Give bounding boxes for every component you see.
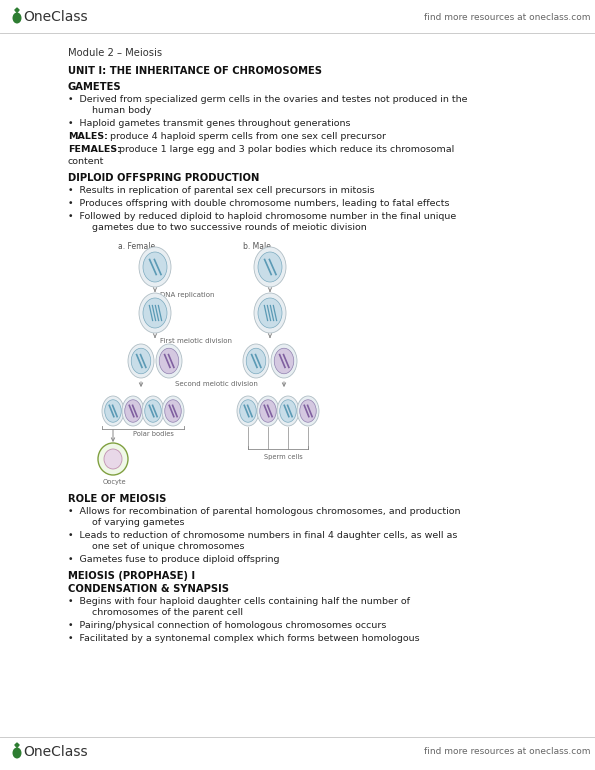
Text: •  Results in replication of parental sex cell precursors in mitosis: • Results in replication of parental sex… bbox=[68, 186, 375, 195]
Text: MEIOSIS (PROPHASE) I: MEIOSIS (PROPHASE) I bbox=[68, 571, 195, 581]
Text: UNIT I: THE INHERITANCE OF CHROMOSOMES: UNIT I: THE INHERITANCE OF CHROMOSOMES bbox=[68, 66, 322, 76]
Ellipse shape bbox=[12, 748, 21, 758]
Ellipse shape bbox=[271, 344, 297, 378]
Text: GAMETES: GAMETES bbox=[68, 82, 121, 92]
Ellipse shape bbox=[246, 348, 266, 373]
Text: content: content bbox=[68, 157, 104, 166]
Ellipse shape bbox=[143, 298, 167, 328]
Ellipse shape bbox=[260, 400, 276, 422]
Text: a. Female: a. Female bbox=[118, 242, 155, 251]
Ellipse shape bbox=[128, 344, 154, 378]
Text: •  Gametes fuse to produce diploid offspring: • Gametes fuse to produce diploid offspr… bbox=[68, 555, 280, 564]
Polygon shape bbox=[15, 8, 19, 12]
Ellipse shape bbox=[240, 400, 256, 422]
Ellipse shape bbox=[162, 396, 184, 426]
Text: Polar bodies: Polar bodies bbox=[133, 431, 174, 437]
Text: First meiotic division: First meiotic division bbox=[160, 338, 232, 344]
Text: FEMALES:: FEMALES: bbox=[68, 145, 121, 154]
Ellipse shape bbox=[142, 396, 164, 426]
Text: Sperm cells: Sperm cells bbox=[264, 454, 303, 460]
Text: •  Produces offspring with double chromosome numbers, leading to fatal effects: • Produces offspring with double chromos… bbox=[68, 199, 449, 208]
Ellipse shape bbox=[102, 396, 124, 426]
Text: CONDENSATION & SYNAPSIS: CONDENSATION & SYNAPSIS bbox=[68, 584, 229, 594]
Text: OneClass: OneClass bbox=[23, 10, 87, 24]
Ellipse shape bbox=[12, 12, 21, 24]
Ellipse shape bbox=[131, 348, 151, 373]
Ellipse shape bbox=[159, 348, 178, 373]
Text: MALES:: MALES: bbox=[68, 132, 108, 141]
Ellipse shape bbox=[280, 400, 296, 422]
Text: find more resources at oneclass.com: find more resources at oneclass.com bbox=[424, 12, 590, 22]
Ellipse shape bbox=[254, 247, 286, 287]
Ellipse shape bbox=[125, 400, 141, 422]
Ellipse shape bbox=[257, 396, 279, 426]
Ellipse shape bbox=[297, 396, 319, 426]
Ellipse shape bbox=[258, 298, 282, 328]
Ellipse shape bbox=[277, 396, 299, 426]
Text: •  Allows for recombination of parental homologous chromosomes, and production
 : • Allows for recombination of parental h… bbox=[68, 507, 461, 527]
Text: produce 4 haploid sperm cells from one sex cell precursor: produce 4 haploid sperm cells from one s… bbox=[107, 132, 386, 141]
Ellipse shape bbox=[104, 449, 122, 469]
Text: •  Followed by reduced diploid to haploid chromosome number in the final unique
: • Followed by reduced diploid to haploid… bbox=[68, 212, 456, 232]
Ellipse shape bbox=[156, 344, 182, 378]
Ellipse shape bbox=[143, 252, 167, 282]
Ellipse shape bbox=[139, 247, 171, 287]
Text: find more resources at oneclass.com: find more resources at oneclass.com bbox=[424, 748, 590, 756]
Ellipse shape bbox=[122, 396, 144, 426]
Ellipse shape bbox=[237, 396, 259, 426]
Ellipse shape bbox=[145, 400, 161, 422]
Ellipse shape bbox=[258, 252, 282, 282]
Ellipse shape bbox=[98, 443, 128, 475]
Text: DIPLOID OFFSPRING PRODUCTION: DIPLOID OFFSPRING PRODUCTION bbox=[68, 173, 259, 183]
Polygon shape bbox=[15, 743, 19, 748]
Text: •  Leads to reduction of chromosome numbers in final 4 daughter cells, as well a: • Leads to reduction of chromosome numbe… bbox=[68, 531, 458, 551]
Text: •  Pairing/physical connection of homologous chromosomes occurs: • Pairing/physical connection of homolog… bbox=[68, 621, 386, 630]
Ellipse shape bbox=[105, 400, 121, 422]
Text: •  Facilitated by a syntonemal complex which forms between homologous: • Facilitated by a syntonemal complex wh… bbox=[68, 634, 419, 643]
Ellipse shape bbox=[165, 400, 181, 422]
Text: DNA replication: DNA replication bbox=[160, 292, 215, 298]
Ellipse shape bbox=[300, 400, 317, 422]
Ellipse shape bbox=[139, 293, 171, 333]
Text: Oocyte: Oocyte bbox=[103, 479, 127, 485]
Text: OneClass: OneClass bbox=[23, 745, 87, 759]
Text: produce 1 large egg and 3 polar bodies which reduce its chromosomal: produce 1 large egg and 3 polar bodies w… bbox=[113, 145, 454, 154]
Text: •  Derived from specialized germ cells in the ovaries and testes not produced in: • Derived from specialized germ cells in… bbox=[68, 95, 468, 115]
Ellipse shape bbox=[243, 344, 269, 378]
Text: b. Male: b. Male bbox=[243, 242, 271, 251]
Ellipse shape bbox=[274, 348, 294, 373]
Ellipse shape bbox=[254, 293, 286, 333]
Text: ROLE OF MEIOSIS: ROLE OF MEIOSIS bbox=[68, 494, 167, 504]
Text: •  Haploid gametes transmit genes throughout generations: • Haploid gametes transmit genes through… bbox=[68, 119, 350, 128]
Text: •  Begins with four haploid daughter cells containing half the number of
       : • Begins with four haploid daughter cell… bbox=[68, 597, 410, 617]
Text: Second meiotic division: Second meiotic division bbox=[175, 381, 258, 387]
Text: Module 2 – Meiosis: Module 2 – Meiosis bbox=[68, 48, 162, 58]
